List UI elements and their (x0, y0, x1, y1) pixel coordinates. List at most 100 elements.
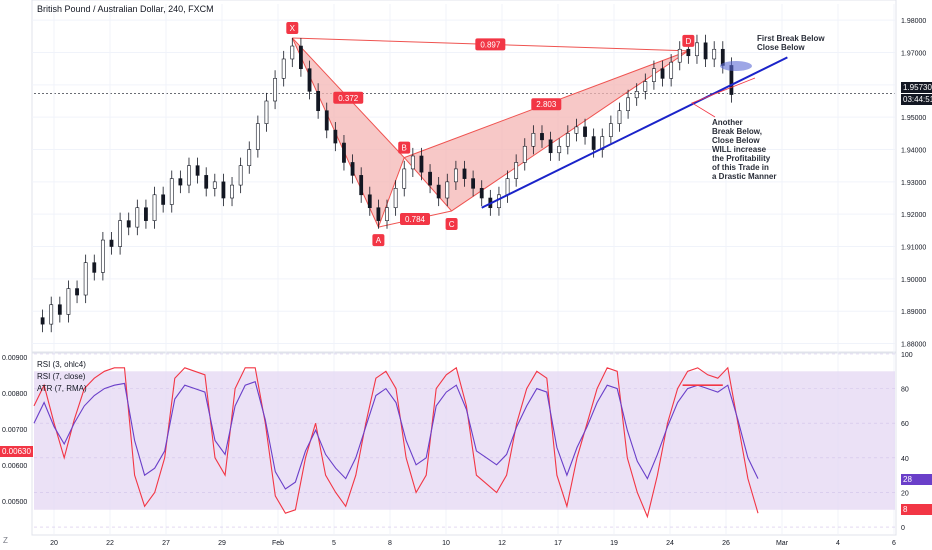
candle-bull (100, 239, 105, 273)
price-tick: 1.94000 (901, 148, 926, 155)
price-tick: 1.95000 (901, 115, 926, 122)
candle-bear (660, 68, 665, 79)
candle-bull (187, 165, 191, 186)
rsi-tick: 60 (901, 421, 909, 428)
candle-bear (126, 220, 131, 228)
support-trendline (481, 56, 788, 209)
point-box (286, 21, 299, 34)
ratio-label: 0.897 (480, 40, 501, 49)
time-tick: 27 (162, 540, 170, 547)
candle-bear (376, 207, 381, 221)
rsi-slow-line (33, 380, 759, 490)
annotation-first-break: First Break Below Close Below (757, 34, 825, 52)
candle-bull (531, 133, 536, 147)
candle-bull (565, 133, 570, 147)
candle-bear (144, 207, 148, 221)
price-tick: 1.90000 (901, 277, 926, 284)
price-tick: 1.92000 (901, 212, 926, 219)
point-box (682, 34, 695, 47)
atr-label[interactable]: ATR (7, RMA) (37, 384, 87, 393)
candle-bull (522, 145, 527, 163)
candle-bull (385, 207, 389, 221)
candle-bull (626, 97, 630, 112)
candle-bull (255, 123, 260, 150)
candle-bear (428, 171, 432, 186)
corner-z[interactable]: Z (3, 536, 8, 545)
ratio-label: 0.372 (338, 94, 359, 103)
ratio-label: 0.784 (405, 215, 426, 224)
rsi-band-fill (34, 371, 895, 510)
candle-bear (350, 162, 355, 176)
rsi-fast-line (33, 366, 759, 519)
time-axis[interactable]: 20 22 27 29 Feb 5 8 10 12 17 19 24 26 Mar 4 6 (50, 540, 896, 547)
point-label: D (685, 37, 691, 46)
pattern-point-labels: X A B C D (286, 21, 695, 247)
candle-bear (359, 175, 364, 196)
candle-bear (221, 181, 226, 199)
price-axis[interactable]: 1.980001.970001.960001.950001.940001.930… (901, 18, 926, 348)
time-tick: 29 (218, 540, 226, 547)
time-tick: 10 (442, 540, 450, 547)
candle-bear (419, 155, 424, 173)
atr-value-tag: 0.00630 (0, 446, 33, 457)
ratio-box (531, 98, 562, 111)
candle-bear (548, 139, 553, 154)
rsi-tick: 100 (901, 352, 913, 359)
price-tick: 1.89000 (901, 309, 926, 316)
atr-tick: 0.00800 (2, 391, 27, 398)
time-tick: 4 (836, 540, 840, 547)
candle-bear (195, 165, 200, 176)
time-tick: Feb (272, 540, 284, 547)
time-tick: 19 (610, 540, 618, 547)
candle-bull (290, 45, 295, 60)
point-box (445, 217, 458, 230)
rsi-red-tag: 8 (901, 504, 932, 515)
candle-bull (445, 181, 450, 199)
candle-bear (307, 68, 312, 92)
candle-bull (497, 194, 501, 209)
rsi-lines (33, 366, 759, 519)
candle-bear (462, 168, 467, 179)
atr-tick: 0.00900 (2, 355, 27, 362)
time-tick: 12 (498, 540, 506, 547)
rsi-tick: 0 (901, 525, 905, 532)
rsi-axis[interactable]: 100 80 60 40 20 0 (901, 352, 913, 532)
candle-bear (109, 239, 114, 247)
candle-bull (677, 48, 682, 63)
candle-bull (574, 126, 579, 134)
rsi3-label[interactable]: RSI (3, ohlc4) (37, 360, 86, 369)
candle-bull (152, 194, 157, 221)
time-tick: 20 (50, 540, 58, 547)
price-tick: 1.97000 (901, 51, 926, 58)
candle-bear (324, 110, 329, 131)
atr-tick: 0.00700 (2, 427, 27, 434)
candle-bull (557, 145, 562, 154)
annotations-graphics (691, 61, 756, 118)
candle-bull (712, 48, 717, 60)
candle-bear (591, 136, 596, 150)
candle-bear (471, 178, 476, 189)
candle-bull (118, 220, 123, 247)
ratio-labels: 0.897 0.372 0.784 2.803 (333, 38, 562, 226)
trendline[interactable] (481, 56, 788, 209)
highlight-ellipse (720, 61, 752, 71)
candle-bear (367, 194, 372, 209)
price-tick: 1.91000 (901, 245, 926, 252)
candle-bear (204, 175, 209, 189)
candle-bear (178, 178, 183, 186)
candle-bear (57, 304, 62, 315)
ratio-box (333, 91, 364, 104)
candle-bear (75, 288, 79, 296)
candle-bull (230, 184, 234, 199)
rsi-band (34, 353, 895, 528)
candle-bull (695, 42, 699, 57)
candle-bear (686, 48, 691, 57)
atr-tick: 0.00500 (2, 499, 27, 506)
harmonic-pattern (291, 37, 689, 229)
rsi7-label[interactable]: RSI (7, close) (37, 372, 86, 381)
candle-bull (652, 68, 656, 82)
point-box (398, 141, 411, 154)
candle-bear (161, 194, 166, 205)
candle-bear (703, 42, 708, 60)
